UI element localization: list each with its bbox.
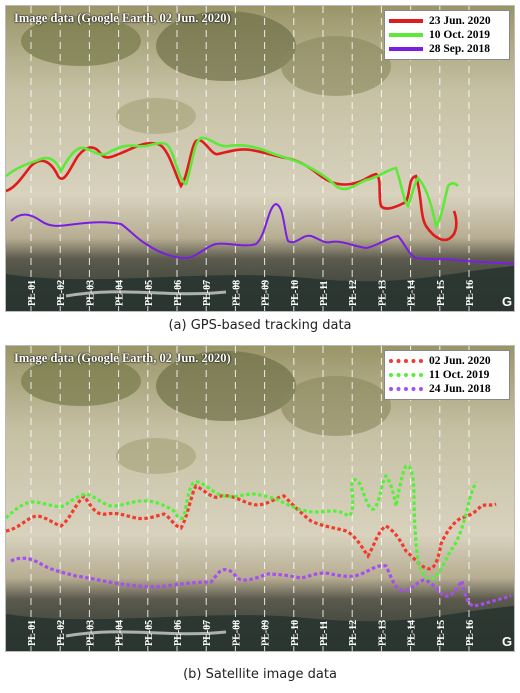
- profile-label-pl-06: PL-06: [173, 280, 184, 306]
- legend-swatch-a-2: [389, 33, 423, 37]
- profile-label-pl-09: PL-09: [261, 280, 272, 306]
- profile-label-pl-07: PL-07: [202, 620, 213, 646]
- shoreline-02-jun-2020: [6, 483, 497, 571]
- shoreline-10-oct-2019: [6, 136, 459, 230]
- legend-swatch-a-3: [389, 47, 423, 51]
- legend-a: 23 Jun. 2020 10 Oct. 2019 28 Sep. 2018: [384, 10, 510, 60]
- profile-label-pl-06: PL-06: [173, 620, 184, 646]
- caption-a: (a) GPS-based tracking data: [168, 318, 352, 333]
- legend-label-a-3: 28 Sep. 2018: [429, 43, 491, 55]
- profile-label-pl-05: PL-05: [144, 620, 155, 646]
- profile-line-labels-b: PL-01 PL-02 PL-03 PL-04 PL-05 PL-06 PL-07 PL-08…: [27, 620, 476, 646]
- shoreline-11-oct-2019: [6, 464, 478, 581]
- shoreline-24-jun-2018: [10, 556, 512, 608]
- profile-label-pl-16: PL-16: [465, 280, 476, 306]
- caption-b: (b) Satellite image data: [183, 667, 337, 682]
- legend-label-a-2: 10 Oct. 2019: [429, 29, 491, 41]
- corner-mark-a: G: [502, 294, 512, 309]
- legend-item-b-1: 02 Jun. 2020: [389, 354, 505, 368]
- legend-label-b-3: 24 Jun. 2018: [429, 383, 491, 395]
- profile-label-pl-10: PL-10: [290, 620, 301, 646]
- legend-b: 02 Jun. 2020 11 Oct. 2019 24 Jun. 2018: [384, 350, 510, 400]
- profile-label-pl-12: PL-12: [348, 280, 359, 306]
- profile-label-pl-16: PL-16: [465, 620, 476, 646]
- legend-label-b-1: 02 Jun. 2020: [429, 355, 491, 367]
- profile-label-pl-09: PL-09: [261, 620, 272, 646]
- profile-label-pl-03: PL-03: [85, 280, 96, 306]
- legend-item-b-2: 11 Oct. 2019: [389, 368, 505, 382]
- profile-line-labels-a: PL-01 PL-02 PL-03 PL-04 PL-05 PL-06 PL-07 PL-08…: [27, 280, 476, 306]
- legend-swatch-a-1: [389, 19, 423, 23]
- profile-label-pl-11: PL-11: [319, 620, 330, 646]
- profile-label-pl-04: PL-04: [115, 280, 126, 306]
- profile-label-pl-05: PL-05: [144, 280, 155, 306]
- profile-label-pl-14: PL-14: [407, 620, 418, 646]
- shoreline-tracks-a: [6, 136, 514, 265]
- profile-label-pl-13: PL-13: [377, 620, 388, 646]
- profile-label-pl-13: PL-13: [377, 280, 388, 306]
- panel-gps-tracking: PL-01 PL-02 PL-03 PL-04 PL-05 PL-06 PL-07 PL-08…: [5, 5, 515, 312]
- profile-label-pl-07: PL-07: [202, 280, 213, 306]
- legend-item-a-2: 10 Oct. 2019: [389, 28, 505, 42]
- profile-label-pl-10: PL-10: [290, 280, 301, 306]
- legend-item-b-3: 24 Jun. 2018: [389, 382, 505, 396]
- profile-label-pl-08: PL-08: [231, 280, 242, 306]
- legend-label-b-2: 11 Oct. 2019: [429, 369, 490, 381]
- shoreline-tracks-b: [6, 464, 512, 608]
- corner-mark-b: G: [502, 634, 512, 649]
- legend-item-a-3: 28 Sep. 2018: [389, 42, 505, 56]
- profile-label-pl-08: PL-08: [231, 620, 242, 646]
- profile-label-pl-04: PL-04: [115, 620, 126, 646]
- legend-label-a-1: 23 Jun. 2020: [429, 15, 491, 27]
- profile-label-pl-15: PL-15: [436, 620, 447, 646]
- profile-label-pl-14: PL-14: [407, 280, 418, 306]
- image-source-label-b: Image data (Google Earth, 02 Jun. 2020): [14, 351, 231, 365]
- shoreline-28-sep-2018: [10, 202, 514, 265]
- profile-label-pl-12: PL-12: [348, 620, 359, 646]
- profile-label-pl-11: PL-11: [319, 280, 330, 306]
- legend-item-a-1: 23 Jun. 2020: [389, 14, 505, 28]
- profile-label-pl-03: PL-03: [85, 620, 96, 646]
- legend-swatch-b-1: [389, 359, 423, 363]
- image-source-label-a: Image data (Google Earth, 02 Jun. 2020): [14, 11, 231, 25]
- legend-swatch-b-2: [389, 373, 423, 377]
- profile-label-pl-01: PL-01: [27, 280, 38, 306]
- profile-label-pl-02: PL-02: [56, 280, 67, 306]
- panel-satellite-image: PL-01 PL-02 PL-03 PL-04 PL-05 PL-06 PL-07 PL-08…: [5, 345, 515, 652]
- profile-label-pl-01: PL-01: [27, 620, 38, 646]
- legend-swatch-b-3: [389, 387, 423, 391]
- profile-label-pl-02: PL-02: [56, 620, 67, 646]
- profile-label-pl-15: PL-15: [436, 280, 447, 306]
